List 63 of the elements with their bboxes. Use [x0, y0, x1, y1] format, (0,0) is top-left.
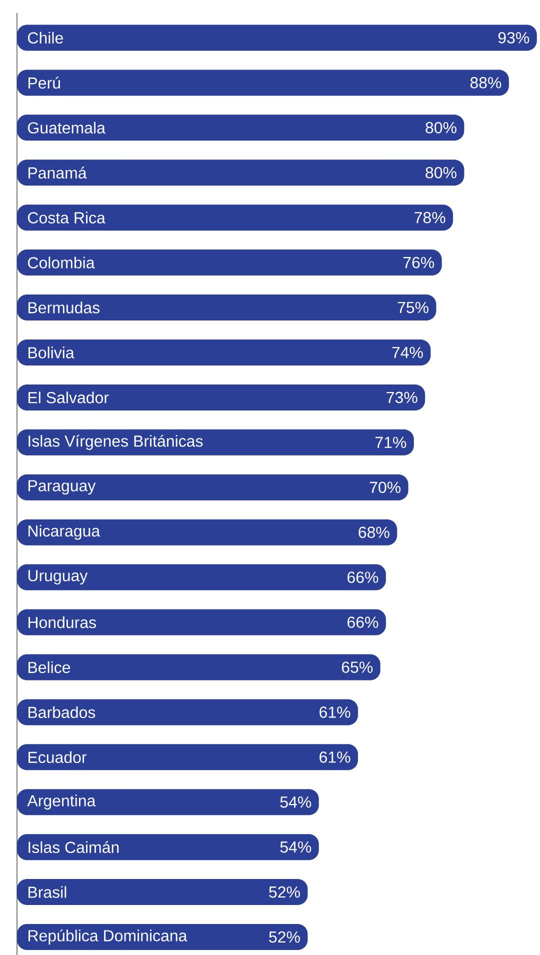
bar [17, 294, 436, 321]
y-tick-label: Chile [28, 32, 63, 44]
data-label: 75% [398, 302, 428, 314]
bar [17, 924, 308, 950]
bar [17, 114, 464, 141]
data-label: 61% [320, 752, 350, 763]
y-tick-label: Nicaragua [28, 524, 100, 540]
bar [17, 519, 398, 546]
bar [17, 474, 408, 500]
data-label: 66% [348, 616, 378, 628]
y-tick-label: Brasil [28, 886, 66, 898]
data-label: 80% [426, 122, 456, 134]
data-label: 74% [392, 346, 423, 358]
data-label: 80% [426, 166, 456, 178]
bar [17, 564, 386, 590]
bar [17, 339, 431, 366]
y-tick-label: Panamá [28, 166, 87, 179]
data-label: 68% [358, 526, 390, 538]
y-tick-label: Argentina [27, 794, 96, 810]
y-tick-label: Guatemala [28, 122, 106, 134]
y-tick-label: El Salvador [28, 392, 109, 404]
data-label: 52% [269, 886, 300, 898]
bar [17, 834, 319, 860]
y-tick-label: Ecuador [28, 751, 87, 764]
y-tick-label: Costa Rica [28, 212, 106, 224]
bar [17, 384, 426, 410]
bar [17, 250, 442, 276]
y-tick-label: Barbados [28, 706, 96, 718]
bar [17, 204, 454, 231]
y-tick-label: Honduras [28, 616, 96, 628]
y-tick-label: Bermudas [28, 302, 100, 314]
data-label: 71% [375, 436, 406, 448]
data-label: 65% [342, 662, 373, 673]
bar [17, 744, 358, 770]
bar [17, 609, 386, 636]
bar [17, 429, 414, 456]
data-label: 66% [348, 572, 378, 583]
bar [17, 789, 319, 816]
bar [17, 70, 509, 96]
data-label: 54% [280, 796, 312, 808]
bar [17, 699, 358, 726]
y-tick-label: Perú [28, 76, 60, 89]
data-label: 73% [386, 392, 418, 404]
bar [17, 879, 308, 906]
data-label: 70% [370, 482, 401, 494]
data-label: 61% [320, 706, 350, 718]
y-tick-label: Belice [28, 661, 70, 674]
data-label: 52% [269, 931, 300, 943]
bar [17, 24, 537, 51]
data-label: 93% [498, 32, 530, 44]
y-tick-label: Colombia [28, 256, 95, 268]
bar [17, 160, 464, 186]
data-label: 76% [403, 256, 434, 268]
data-label: 88% [470, 77, 502, 88]
y-tick-label: Uruguay [28, 570, 88, 584]
data-label: 78% [414, 212, 446, 224]
y-tick-label: Paraguay [28, 480, 96, 495]
y-tick-label: Bolivia [28, 346, 74, 358]
bar [17, 654, 380, 680]
y-tick-label: Islas Caimán [28, 841, 119, 854]
y-tick-label: Islas Vírgenes Británicas [28, 434, 203, 450]
y-tick-label: República Dominicana [28, 929, 188, 945]
data-label: 54% [280, 841, 312, 853]
